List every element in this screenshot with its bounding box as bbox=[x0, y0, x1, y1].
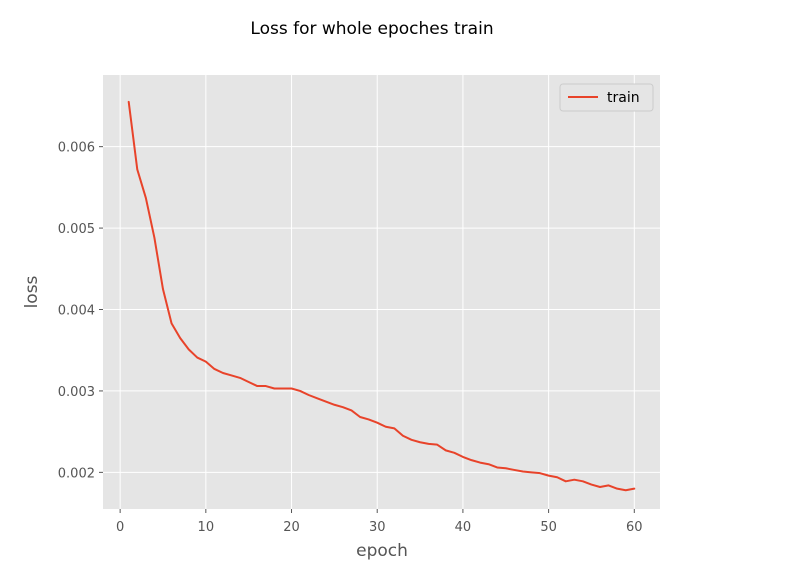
series-group bbox=[127, 100, 636, 492]
y-tick-label: 0.003 bbox=[58, 385, 95, 400]
x-tick-label: 30 bbox=[369, 520, 386, 535]
y-tick-label: 0.004 bbox=[58, 304, 95, 319]
y-tick-label: 0.005 bbox=[58, 222, 95, 237]
legend-box bbox=[559, 83, 654, 112]
legend-label-train: train bbox=[607, 90, 640, 106]
y-tick-label: 0.002 bbox=[58, 466, 95, 481]
x-tick-label: 20 bbox=[283, 520, 300, 535]
x-tick-label: 40 bbox=[455, 520, 472, 535]
x-tick-label: 0 bbox=[116, 520, 124, 535]
plot-area bbox=[103, 75, 660, 509]
legend: train bbox=[559, 83, 654, 112]
chart-title: Loss for whole epoches train bbox=[250, 19, 493, 39]
x-tick-label: 10 bbox=[198, 520, 215, 535]
series-line-train bbox=[127, 100, 636, 492]
y-tick-label: 0.006 bbox=[58, 141, 95, 156]
y-axis-label: loss bbox=[22, 275, 42, 308]
x-tick-label: 60 bbox=[626, 520, 643, 535]
axis-ticks: 0 10 20 30 40 50 60 0.002 0.003 0.004 0.005 0.006 bbox=[58, 141, 643, 535]
x-axis-label: epoch bbox=[356, 541, 408, 561]
grid-lines bbox=[103, 75, 660, 509]
x-tick-label: 50 bbox=[540, 520, 557, 535]
